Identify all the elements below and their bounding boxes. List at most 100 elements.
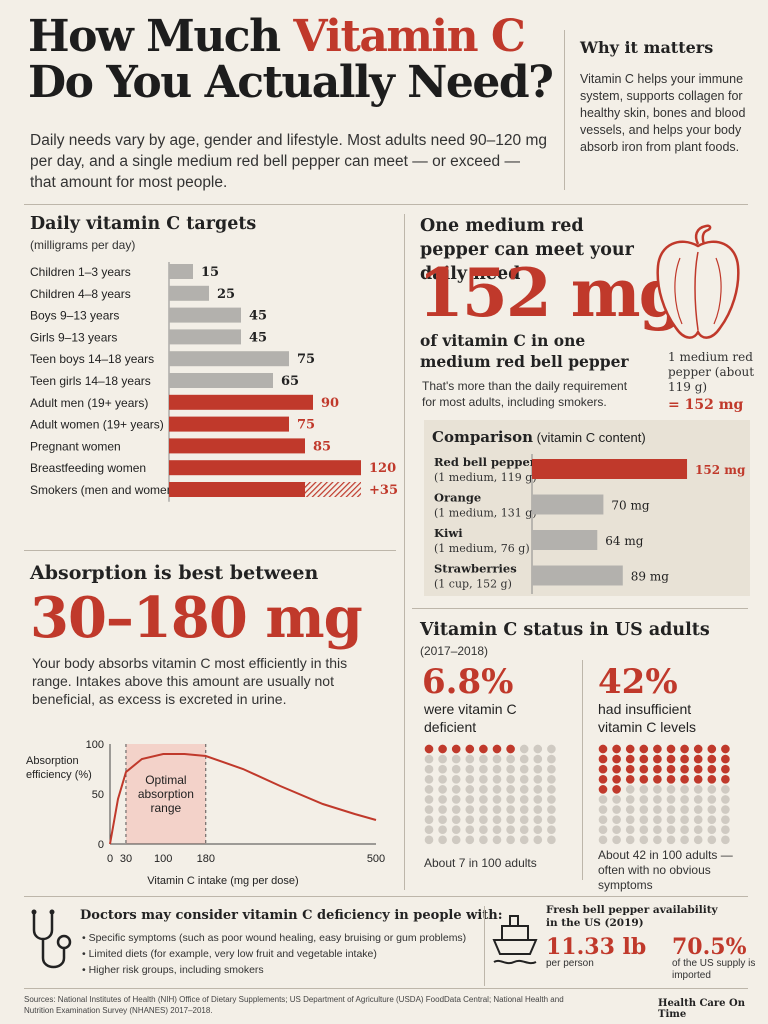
deficient-dot [479, 754, 488, 764]
deficient-dot [451, 815, 461, 824]
insufficient-dot [612, 815, 621, 824]
insufficient-dot [612, 744, 621, 754]
targets-bar [169, 373, 273, 388]
insufficient-dot [625, 744, 635, 754]
deficient-dot [451, 744, 461, 754]
insufficient-dot [721, 795, 730, 804]
insufficient-dot [639, 795, 649, 804]
doctors-list-item: Higher risk groups, including smokers [82, 962, 482, 978]
deficient-caption: About 7 in 100 adults [424, 856, 537, 870]
deficient-dot [424, 754, 434, 764]
insufficient-dot [680, 764, 689, 774]
insufficient-dot [680, 805, 689, 814]
deficient-dot [465, 815, 475, 824]
targets-bar [169, 329, 241, 345]
insufficient-dot [707, 744, 717, 754]
insufficient-dot [598, 774, 608, 784]
insufficient-dot [680, 744, 689, 754]
deficient-dot [533, 815, 543, 824]
targets-category-label: Adult men (19+ years) [30, 396, 148, 410]
insufficient-dot [625, 785, 635, 794]
targets-bar [169, 394, 313, 410]
deficient-dot [479, 785, 488, 794]
deficient-dot [438, 805, 447, 814]
deficient-dot [492, 764, 502, 774]
targets-value-label: 65 [281, 374, 299, 389]
divider [564, 30, 565, 190]
insufficient-dot [612, 795, 621, 804]
insufficient-dot [653, 774, 662, 784]
insufficient-dot [625, 805, 635, 814]
targets-bar-extra [305, 482, 361, 497]
y-axis-label-line: Absorption [26, 755, 79, 767]
deficient-dot [519, 835, 529, 845]
targets-chart: Children 1–3 years 15 Children 4–8 years 25… [30, 262, 398, 502]
comparison-category-label: Orange [434, 491, 481, 505]
insufficient-dot [721, 785, 730, 794]
insufficient-dot [639, 774, 649, 784]
us-status-years: (2017–2018) [420, 644, 489, 658]
comparison-serving-label: (1 medium, 131 g) [434, 507, 537, 520]
deficient-dot [465, 805, 475, 814]
targets-value-label: 75 [297, 352, 315, 367]
deficient-dot [506, 795, 515, 804]
insufficient-dot [680, 835, 689, 845]
deficient-dot [533, 744, 543, 754]
deficient-dot [438, 835, 447, 845]
targets-category-label: Pregnant women [30, 439, 121, 453]
deficient-dot [506, 805, 515, 814]
deficient-dot [438, 764, 447, 774]
deficient-dot [492, 754, 502, 764]
insufficient-dot [625, 835, 635, 845]
insufficient-dot [666, 825, 676, 835]
x-tick-label: 0 [107, 853, 113, 865]
imported-label: of the US supply is imported [672, 958, 756, 981]
deficient-dot [438, 785, 447, 794]
band-label: absorption [138, 787, 194, 801]
pepper-big-value: 152 mg [418, 254, 685, 332]
insufficient-dot [598, 764, 608, 774]
insufficient-dot [653, 795, 662, 804]
deficient-dot [547, 754, 556, 764]
deficient-dot [438, 754, 447, 764]
deficient-dot [465, 744, 475, 754]
targets-bar [169, 264, 193, 279]
doctors-list: Specific symptoms (such as poor wound he… [82, 930, 482, 978]
deficient-dot [547, 774, 556, 784]
fresh-pepper-title: Fresh bell pepper availability in the US… [546, 904, 718, 929]
deficient-dot [479, 774, 488, 784]
insufficient-dot [639, 785, 649, 794]
insufficient-dot [680, 795, 689, 804]
deficient-dot [438, 825, 447, 835]
deficient-dot [438, 815, 447, 824]
deficient-dot [519, 785, 529, 794]
deficient-percent: 6.8% [422, 662, 514, 702]
insufficient-dot [707, 774, 717, 784]
deficient-dot [492, 805, 502, 814]
doctors-heading: Doctors may consider vitamin C deficienc… [80, 908, 503, 923]
insufficient-dot [721, 815, 730, 824]
divider [404, 214, 405, 890]
deficient-dot [547, 815, 556, 824]
insufficient-dot [625, 795, 635, 804]
insufficient-dot [612, 764, 621, 774]
insufficient-dot [639, 835, 649, 845]
subtitle: Daily needs vary by age, gender and life… [30, 132, 547, 191]
insufficient-dot [680, 785, 689, 794]
absorption-heading: Absorption is best between [30, 562, 319, 584]
insufficient-dot [653, 744, 662, 754]
title-highlight: Vitamin C [293, 11, 526, 62]
x-tick-label: 30 [120, 853, 132, 865]
comparison-value-label: 70 mg [611, 499, 649, 513]
deficient-dot [533, 805, 543, 814]
insufficient-dot [707, 764, 717, 774]
deficient-dot [479, 744, 488, 754]
deficient-dot [479, 805, 488, 814]
insufficient-caption: About 42 in 100 adults — often with no o… [598, 848, 733, 892]
insufficient-dot [721, 835, 730, 845]
deficient-dot [506, 785, 515, 794]
targets-bar [169, 416, 289, 432]
insufficient-dot [598, 805, 608, 814]
insufficient-dot [693, 835, 703, 845]
sources: Sources: National Institutes of Health (… [24, 995, 564, 1015]
